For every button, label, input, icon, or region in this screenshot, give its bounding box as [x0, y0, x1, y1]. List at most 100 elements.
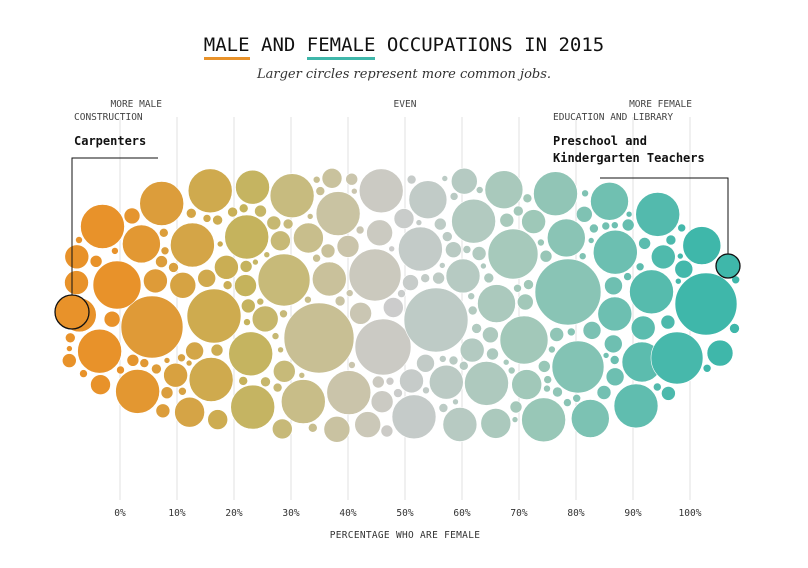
occupation-bubble: [422, 386, 430, 395]
x-axis-label: PERCENTAGE WHO ARE FEMALE: [330, 530, 481, 541]
occupation-bubble: [597, 296, 633, 332]
occupation-bubble: [452, 398, 459, 406]
occupation-bubble: [187, 168, 233, 214]
occupation-bubble: [408, 180, 448, 219]
occupation-bubble: [449, 192, 459, 201]
occupation-bubble: [252, 258, 259, 266]
occupation-bubble: [548, 345, 556, 354]
occupation-bubble: [581, 189, 589, 198]
occupation-bubble: [674, 259, 694, 279]
occupation-bubble: [451, 198, 496, 244]
occupation-bubble: [613, 383, 659, 429]
occupation-bubble: [502, 358, 510, 366]
occupation-bubble: [499, 315, 549, 365]
occupation-bubble: [512, 205, 524, 217]
occupation-bubble: [552, 386, 563, 398]
occupation-bubble: [80, 204, 125, 249]
occupation-bubble: [216, 240, 224, 248]
occupation-bubble: [354, 411, 382, 438]
label-even: EVEN: [394, 99, 417, 110]
occupation-bubble: [566, 327, 576, 337]
occupation-bubble: [665, 234, 677, 246]
occupation-bubble: [442, 407, 478, 442]
occupation-bubble: [269, 173, 315, 218]
occupation-bubble: [139, 181, 184, 226]
occupation-bubble: [311, 261, 347, 297]
occupation-bubble: [674, 277, 682, 285]
occupation-bubble: [393, 388, 403, 398]
occupation-bubble: [635, 192, 681, 237]
preschool-teachers-bubble: [715, 253, 741, 279]
occupation-bubble: [186, 208, 197, 219]
occupation-bubble: [238, 203, 249, 214]
label-more-male: MORE MALE: [111, 99, 163, 110]
occupation-bubble: [605, 367, 625, 387]
occupation-bubble: [126, 353, 140, 367]
occupation-bubble: [350, 187, 358, 195]
occupation-bubble: [523, 279, 534, 290]
occupation-bubble: [391, 394, 437, 440]
occupation-bubble: [64, 244, 90, 270]
occupation-bubble: [103, 310, 121, 328]
occupation-bubble: [298, 371, 306, 379]
carpenters-bubble: [54, 294, 90, 330]
occupation-bubble: [222, 280, 233, 291]
occupation-bubble: [480, 262, 487, 270]
occupation-bubble: [345, 172, 359, 186]
occupation-bubble: [143, 268, 168, 294]
occupation-bubble: [587, 237, 595, 244]
occupation-bubble: [441, 175, 449, 182]
occupation-bubble: [467, 292, 476, 301]
occupation-bubble: [533, 171, 578, 216]
occupation-bubble: [578, 252, 587, 261]
occupation-bubble: [336, 235, 360, 258]
occupation-bubble: [185, 341, 204, 361]
occupation-bubble: [345, 289, 354, 297]
x-tick-label: 40%: [339, 508, 356, 519]
occupation-bubble: [438, 403, 449, 413]
title-rest: OCCUPATIONS IN 2015: [386, 34, 605, 56]
title-male-word: MALE: [203, 34, 250, 60]
x-tick-label: 100%: [679, 508, 702, 519]
occupation-bubble: [280, 379, 326, 424]
occupation-bubble: [589, 223, 599, 234]
occupation-bubble: [323, 415, 351, 443]
occupation-bubble: [186, 288, 242, 344]
occupation-bubble: [238, 376, 248, 386]
occupation-bubble: [650, 244, 676, 270]
occupation-bubble: [243, 318, 251, 326]
occupation-bubble: [513, 283, 522, 293]
occupation-bubble: [79, 369, 88, 378]
chart-title: MALE AND FEMALE OCCUPATIONS IN 2015: [0, 34, 808, 60]
occupation-bubble: [321, 168, 343, 189]
occupation-bubble: [475, 186, 484, 194]
occupation-bubble: [650, 331, 704, 385]
occupation-bubble: [170, 222, 215, 268]
occupation-bubble: [674, 272, 738, 336]
occupation-bubble: [312, 175, 321, 184]
occupation-bubble: [228, 331, 273, 377]
occupation-bubble: [516, 293, 534, 311]
occupation-bubble: [234, 274, 257, 297]
occupation-bubble: [304, 295, 312, 304]
occupation-bubble: [185, 359, 193, 367]
occupation-bubble: [283, 302, 355, 374]
occupation-bubble: [438, 262, 446, 269]
occupation-bubble: [123, 207, 141, 225]
occupation-bubble: [254, 204, 267, 218]
occupation-bubble: [706, 339, 734, 367]
occupation-bubble: [177, 353, 186, 363]
occupation-bubble: [178, 386, 187, 396]
title-and-word: AND: [261, 34, 296, 56]
occupation-bubble: [462, 245, 472, 254]
x-tick-label: 20%: [225, 508, 242, 519]
occupation-bubble: [307, 422, 318, 433]
occupation-bubble: [382, 297, 404, 318]
occupation-bubble: [416, 353, 435, 373]
occupation-bubble: [448, 355, 459, 366]
occupation-bubble: [660, 314, 676, 330]
callouts: Carpenters Preschool and Kindergarten Teac…: [54, 134, 741, 330]
occupation-bubble: [441, 231, 453, 242]
occupation-bubble: [399, 368, 424, 394]
